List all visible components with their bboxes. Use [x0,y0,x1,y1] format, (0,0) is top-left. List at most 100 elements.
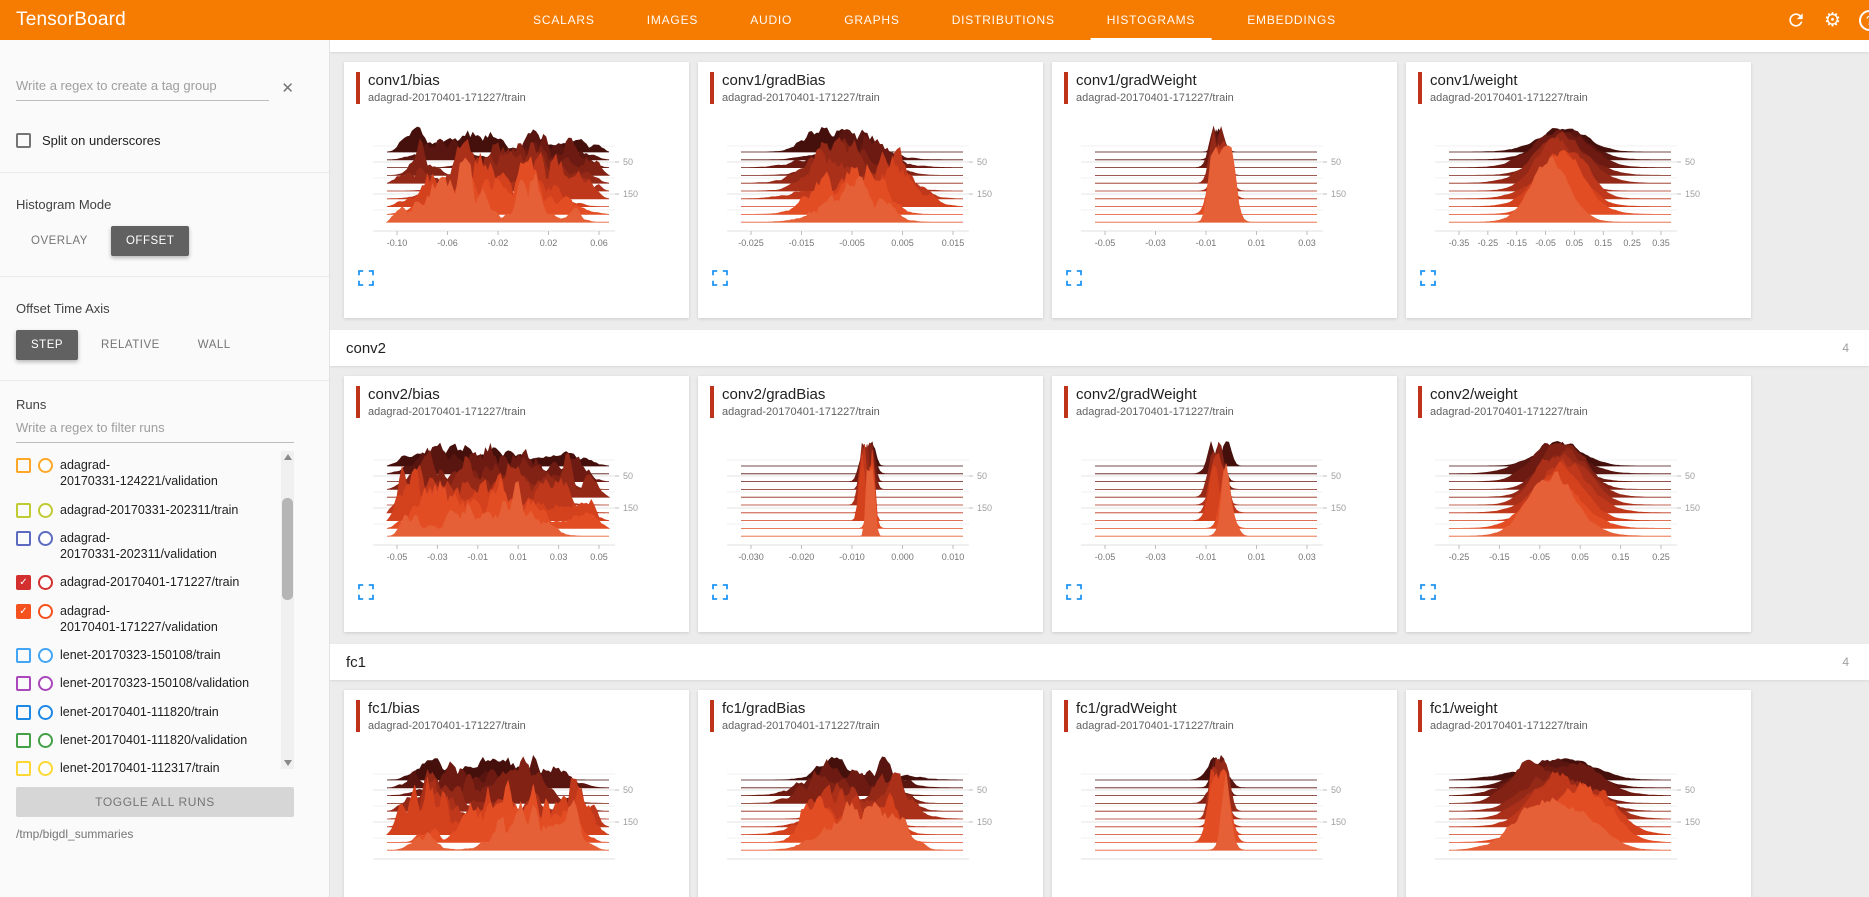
scrollbar-thumb[interactable] [282,498,293,600]
histogram-card: conv2/weight adagrad-20170401-171227/tra… [1406,376,1751,632]
run-checkbox[interactable] [16,502,31,518]
help-icon[interactable]: ? [1859,9,1869,31]
clear-regex-icon[interactable]: ✕ [281,79,294,97]
runs-filter-input[interactable] [16,416,294,443]
run-color-circle[interactable] [38,761,53,776]
histogram-chart[interactable]: 50 150 -0.25 -0.15 -0.05 0.05 0.15 0.25 [1419,424,1739,582]
run-item[interactable]: lenet-20170401-111820/validation [16,726,294,754]
expand-icon[interactable] [358,270,374,287]
tab-images[interactable]: IMAGES [646,13,699,27]
run-checkbox[interactable] [16,761,31,776]
run-item[interactable]: lenet-20170323-150108/train [16,641,294,669]
run-checkbox[interactable] [16,458,31,473]
run-checkbox[interactable] [16,732,31,748]
histogram-chart[interactable]: 50 150 [357,738,677,896]
expand-icon[interactable] [1420,270,1436,287]
run-checkbox[interactable] [16,676,31,692]
svg-text:150: 150 [1331,189,1346,199]
group-header-conv1-partial[interactable] [330,40,1869,52]
run-checkbox[interactable] [16,648,31,663]
group-count: 4 [1842,341,1849,355]
expand-icon[interactable] [358,584,374,601]
split-on-underscores-row[interactable]: Split on underscores [16,133,294,148]
run-item[interactable]: lenet-20170401-111820/train [16,698,294,726]
run-checkbox[interactable]: ✓ [16,575,31,591]
run-item[interactable]: adagrad- 20170331-124221/validation [16,451,294,496]
run-color-bar [1418,72,1422,104]
chart-run-name: adagrad-20170401-171227/train [1076,92,1234,105]
run-color-circle[interactable] [38,732,53,748]
histogram-chart[interactable]: 50 150 -0.10 -0.06 -0.02 0.02 0.06 [357,110,677,268]
chart-tag-title: conv1/gradWeight [1076,72,1197,89]
run-color-circle[interactable] [38,458,53,473]
run-item[interactable]: ✓ adagrad- 20170401-171227/validation [16,597,294,642]
svg-text:0.25: 0.25 [1652,552,1670,562]
chart-tag-title: fc1/gradBias [722,700,806,717]
run-item[interactable]: lenet-20170401-112317/train [16,754,294,781]
settings-icon[interactable]: ⚙ [1823,8,1841,31]
scroll-down-icon[interactable] [283,760,292,766]
tab-distributions[interactable]: DISTRIBUTIONS [951,13,1055,27]
histogram-chart[interactable]: 50 150 -0.05 -0.03 -0.01 0.01 0.03 [1065,424,1385,582]
scroll-up-icon[interactable] [283,454,292,460]
group-conv1-cards: conv1/bias adagrad-20170401-171227/train… [330,62,1869,318]
histogram-mode-heading: Histogram Mode [16,197,112,212]
step-axis-button[interactable]: STEP [16,330,79,360]
chart-run-name: adagrad-20170401-171227/train [722,406,880,419]
histogram-chart[interactable]: 50 150 [1065,738,1385,896]
group-header-conv2[interactable]: conv2 4 [330,330,1869,366]
sidebar: ✕ Split on underscores Histogram Mode OV… [0,40,330,897]
toggle-all-runs-button[interactable]: TOGGLE ALL RUNS [16,787,294,817]
run-color-circle[interactable] [38,603,53,619]
run-item[interactable]: lenet-20170323-150108/validation [16,669,294,697]
run-checkbox[interactable] [16,530,31,546]
svg-text:50: 50 [1331,157,1341,167]
tab-embeddings[interactable]: EMBEDDINGS [1247,13,1336,27]
svg-text:0.000: 0.000 [891,552,914,562]
runs-scrollbar[interactable] [281,451,294,769]
run-color-circle[interactable] [38,575,53,591]
run-item[interactable]: adagrad- 20170331-202311/validation [16,524,294,569]
histogram-chart[interactable]: 50 150 -0.025 -0.015 -0.005 0.005 0.015 [711,110,1031,268]
svg-text:0.03: 0.03 [1298,552,1316,562]
expand-icon[interactable] [1066,270,1082,287]
scrollbar-track[interactable] [281,460,294,760]
tab-graphs[interactable]: GRAPHS [844,13,900,27]
svg-text:0.25: 0.25 [1623,238,1641,248]
run-color-circle[interactable] [38,648,53,663]
run-color-circle[interactable] [38,530,53,546]
tab-audio[interactable]: AUDIO [750,13,793,27]
run-color-bar [1064,386,1068,418]
tag-regex-input[interactable] [16,74,270,101]
run-color-circle[interactable] [38,704,53,720]
expand-icon[interactable] [1420,584,1436,601]
header-actions: ⚙ ? [1786,8,1869,31]
histogram-chart[interactable]: 50 150 -0.05 -0.03 -0.01 0.01 0.03 0.05 [357,424,677,582]
overlay-mode-button[interactable]: OVERLAY [16,226,103,256]
runs-heading: Runs [16,397,47,412]
refresh-icon[interactable] [1786,10,1806,30]
run-checkbox[interactable] [16,704,31,720]
histogram-chart[interactable]: 50 150 -0.05 -0.03 -0.01 0.01 0.03 [1065,110,1385,268]
run-item[interactable]: ✓ adagrad-20170401-171227/train [16,568,294,596]
expand-icon[interactable] [712,584,728,601]
histogram-chart[interactable]: 50 150 -0.35 -0.25 -0.15 -0.05 0.05 0.15 0.25 0.3… [1419,110,1739,268]
expand-icon[interactable] [712,270,728,287]
split-checkbox[interactable] [16,133,31,148]
histogram-chart[interactable]: 50 150 -0.030 -0.020 -0.010 0.000 0.010 [711,424,1031,582]
run-checkbox[interactable]: ✓ [16,603,31,619]
group-name: conv2 [346,339,387,357]
offset-mode-button[interactable]: OFFSET [110,226,190,256]
offset-time-axis-section: Offset Time Axis STEP RELATIVE WALL [0,277,329,381]
run-item[interactable]: adagrad-20170331-202311/train [16,496,294,524]
tab-histograms[interactable]: HISTOGRAMS [1081,0,1221,40]
group-header-fc1[interactable]: fc1 4 [330,644,1869,680]
expand-icon[interactable] [1066,584,1082,601]
tab-scalars[interactable]: SCALARS [533,13,595,27]
wall-axis-button[interactable]: WALL [183,330,246,360]
run-color-circle[interactable] [38,676,53,692]
histogram-chart[interactable]: 50 150 [711,738,1031,896]
histogram-chart[interactable]: 50 150 [1419,738,1739,896]
run-color-circle[interactable] [38,502,53,518]
relative-axis-button[interactable]: RELATIVE [86,330,175,360]
